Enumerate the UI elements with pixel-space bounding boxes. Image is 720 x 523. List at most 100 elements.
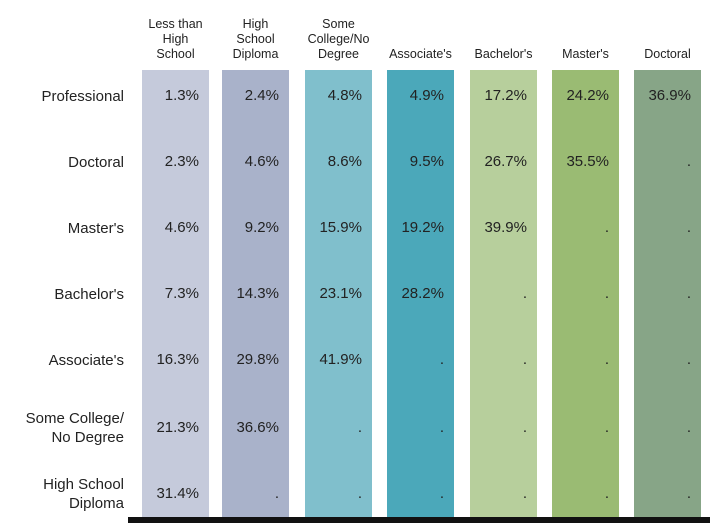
column-header: Associate's — [381, 0, 460, 62]
table-cell: 19.2% — [401, 219, 444, 236]
row-label: Master's — [0, 219, 124, 238]
table-cell: 21.3% — [156, 419, 199, 436]
row-label: Bachelor's — [0, 285, 124, 304]
table-cell: 41.9% — [319, 351, 362, 368]
label-line: Master's — [67, 219, 124, 237]
label-line: School — [236, 32, 275, 46]
table-cell: . — [604, 285, 609, 302]
table-cell: . — [686, 351, 691, 368]
table-cell: . — [439, 351, 444, 368]
table-cell: 24.2% — [566, 87, 609, 104]
table-cell: . — [439, 419, 444, 436]
column-bar — [305, 70, 372, 517]
column-header: Some College/No Degree — [299, 0, 378, 62]
table-cell: . — [686, 219, 691, 236]
column-bar — [470, 70, 537, 517]
table-cell: 9.2% — [244, 219, 279, 236]
label-line: Bachelor's — [474, 47, 533, 61]
row-label: Associate's — [0, 351, 124, 370]
label-line: High — [162, 32, 189, 46]
table-cell: . — [522, 351, 527, 368]
row-label: High School Diploma — [0, 475, 124, 513]
table-cell: 9.5% — [409, 153, 444, 170]
column-header-text: Master's — [562, 47, 609, 62]
column-bar — [142, 70, 209, 517]
label-line: Doctoral — [644, 47, 691, 61]
table-cell: 2.4% — [244, 87, 279, 104]
table-cell: . — [522, 419, 527, 436]
column-header-text: Some College/No Degree — [308, 17, 370, 62]
column-bar — [387, 70, 454, 517]
table-cell: 39.9% — [484, 219, 527, 236]
column-bar — [634, 70, 701, 517]
table-cell: 17.2% — [484, 87, 527, 104]
table-cell: 35.5% — [566, 153, 609, 170]
table-cell: 2.3% — [164, 153, 199, 170]
table-cell: . — [357, 419, 362, 436]
table-cell: . — [604, 351, 609, 368]
row-label: Doctoral — [0, 153, 124, 172]
table-cell: 4.6% — [244, 153, 279, 170]
label-line: Less than — [148, 17, 203, 31]
column-header: Bachelor's — [464, 0, 543, 62]
table-cell: . — [357, 485, 362, 502]
label-line: Diploma — [68, 495, 124, 512]
column-header-text: Associate's — [389, 47, 452, 62]
table-cell: 29.8% — [236, 351, 279, 368]
column-header-text: Less than High School — [148, 17, 202, 62]
column-bar — [552, 70, 619, 517]
table-cell: . — [604, 419, 609, 436]
table-cell: 14.3% — [236, 285, 279, 302]
label-line: Master's — [562, 47, 609, 61]
label-line: Doctoral — [68, 153, 124, 171]
column-header-text: Bachelor's — [475, 47, 533, 62]
table-cell: . — [686, 153, 691, 170]
label-line: Diploma — [232, 47, 279, 61]
column-header-text: Doctoral — [644, 47, 691, 62]
label-line: High — [242, 17, 269, 31]
table-cell: 4.8% — [327, 87, 362, 104]
table-cell: . — [604, 219, 609, 236]
label-line: Associate's — [48, 351, 124, 369]
bottom-rule — [128, 517, 710, 523]
label-line: Some — [322, 17, 355, 31]
label-line: Bachelor's — [54, 285, 124, 303]
table-cell: . — [522, 485, 527, 502]
label-line: Degree — [318, 47, 359, 61]
table-cell: 15.9% — [319, 219, 362, 236]
label-line: Professional — [41, 87, 124, 105]
table-cell: 28.2% — [401, 285, 444, 302]
table-cell: 1.3% — [164, 87, 199, 104]
label-line: Some College/ — [25, 410, 124, 427]
column-header: Master's — [546, 0, 625, 62]
row-label: Professional — [0, 87, 124, 106]
table-cell: . — [686, 485, 691, 502]
column-bar — [222, 70, 289, 517]
table-cell: . — [686, 419, 691, 436]
column-header: Less than High School — [136, 0, 215, 62]
label-line: High School — [43, 476, 124, 493]
column-header: Doctoral — [628, 0, 707, 62]
table-cell: 4.9% — [409, 87, 444, 104]
label-line: School — [156, 47, 195, 61]
column-header-text: High School Diploma — [233, 17, 279, 62]
label-line: No Degree — [51, 429, 124, 446]
label-line: College/No — [307, 32, 370, 46]
table-cell: . — [522, 285, 527, 302]
table-cell: 36.9% — [648, 87, 691, 104]
table-cell: . — [439, 485, 444, 502]
table-cell: 36.6% — [236, 419, 279, 436]
table-cell: . — [604, 485, 609, 502]
label-line: Associate's — [389, 47, 452, 61]
table-cell: . — [686, 285, 691, 302]
table-cell: 4.6% — [164, 219, 199, 236]
table-cell: . — [274, 485, 279, 502]
table-cell: 23.1% — [319, 285, 362, 302]
table-cell: 7.3% — [164, 285, 199, 302]
table-cell: 8.6% — [327, 153, 362, 170]
table-cell: 31.4% — [156, 485, 199, 502]
table-cell: 16.3% — [156, 351, 199, 368]
column-header: High School Diploma — [216, 0, 295, 62]
table-cell: 26.7% — [484, 153, 527, 170]
row-label: Some College/No Degree — [0, 409, 124, 447]
